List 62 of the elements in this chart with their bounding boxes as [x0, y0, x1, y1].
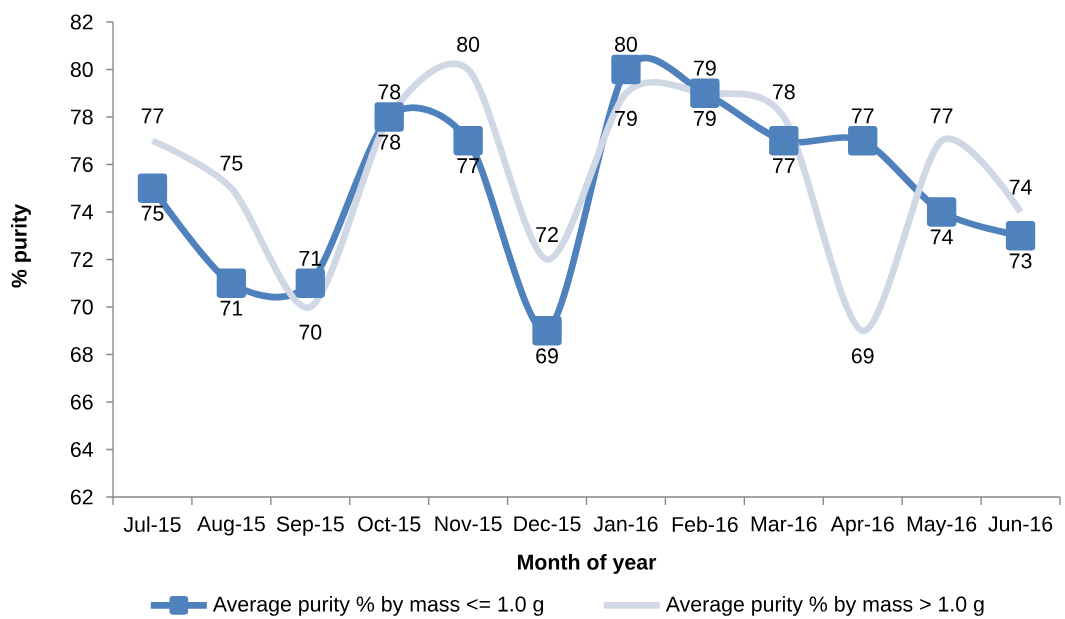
- point: [295, 268, 325, 298]
- data-label: 75: [141, 205, 164, 221]
- x-axis-title: Month of year: [518, 554, 657, 574]
- x-tick-label: Jun-16: [988, 516, 1053, 532]
- legend-label: Average purity % by mass <= 1.0 g: [212, 595, 544, 616]
- x-tick-label: Sep-15: [276, 516, 344, 536]
- point: [926, 197, 957, 227]
- y-tick-label: 76: [70, 156, 93, 173]
- point: [532, 316, 562, 346]
- data-label: 77: [851, 108, 874, 124]
- data-label: 80: [615, 36, 637, 52]
- data-label: 70: [299, 324, 322, 340]
- data-label: 74: [1009, 179, 1032, 195]
- x-tick-label: Dec-15: [514, 516, 581, 532]
- y-tick-label: 82: [70, 14, 93, 30]
- data-label: 80: [457, 36, 480, 52]
- x-tick-label: Aug-15: [197, 516, 265, 536]
- y-tick-label: 68: [70, 346, 93, 363]
- legend-label: Average purity % by mass > 1.0 g: [665, 595, 984, 616]
- x-tick-label: Jan-16: [593, 516, 658, 532]
- data-label: 71: [220, 300, 243, 316]
- y-tick-label: 62: [70, 489, 93, 505]
- x-tick-label: Feb-16: [672, 516, 738, 533]
- x-tick-label: Nov-15: [435, 516, 502, 532]
- data-label: 77: [141, 108, 164, 124]
- data-label: 78: [378, 84, 401, 100]
- point: [216, 268, 247, 298]
- y-tick-label: 72: [70, 252, 93, 267]
- data-label: 77: [930, 108, 953, 124]
- data-label: 79: [694, 110, 716, 126]
- point: [453, 126, 483, 156]
- point: [769, 126, 799, 156]
- data-label: 69: [851, 348, 874, 364]
- x-tick-label: Mar-16: [751, 516, 817, 532]
- x-tick-label: Jul-15: [123, 516, 181, 533]
- point: [848, 126, 878, 156]
- data-label: 77: [773, 158, 795, 174]
- y-tick-label: 78: [70, 109, 93, 125]
- y-tick-label: 66: [70, 394, 93, 410]
- data-label: 79: [694, 60, 716, 76]
- point: [690, 78, 720, 108]
- y-tick-label: 74: [70, 204, 93, 220]
- x-tick-label: Apr-16: [830, 516, 894, 536]
- data-label: 75: [220, 155, 243, 171]
- data-label: 78: [773, 84, 795, 100]
- data-label: 79: [615, 110, 637, 126]
- y-tick-label: 80: [70, 61, 93, 78]
- point: [611, 54, 641, 85]
- y-tick-label: 64: [70, 441, 93, 458]
- data-label: 73: [1009, 253, 1032, 269]
- data-label: 72: [536, 227, 558, 242]
- x-tick-label: Oct-15: [358, 516, 421, 532]
- data-label: 71: [299, 250, 322, 266]
- data-label: 69: [536, 348, 558, 364]
- data-label: 78: [378, 134, 401, 150]
- point: [374, 102, 404, 132]
- y-tick-label: 70: [70, 299, 93, 315]
- y-axis-title: % purity: [11, 204, 31, 288]
- point: [1005, 221, 1036, 251]
- data-label: 74: [930, 229, 953, 245]
- x-tick-label: May-16: [907, 516, 977, 536]
- point: [137, 173, 168, 203]
